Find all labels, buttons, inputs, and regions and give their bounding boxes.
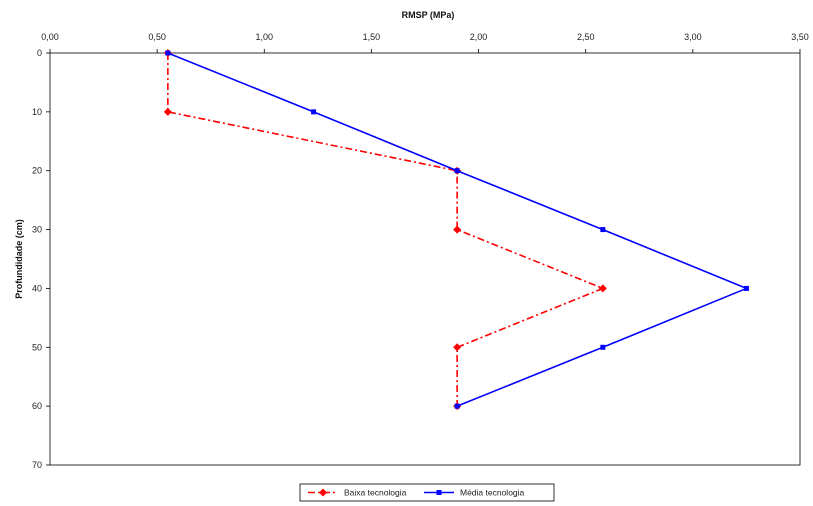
series-baixa-tecnologia xyxy=(163,49,607,411)
x-tick-label: 1,50 xyxy=(363,32,381,42)
data-point xyxy=(453,343,462,352)
series-layer xyxy=(163,49,749,411)
y-axis-title: Profundidade (cm) xyxy=(14,219,24,299)
data-point xyxy=(311,109,317,115)
legend: Baixa tecnologia Média tecnologia xyxy=(299,483,555,502)
legend-item: Baixa tecnologia xyxy=(308,488,407,498)
x-tick-label: 3,50 xyxy=(791,32,809,42)
data-point xyxy=(165,50,171,56)
x-tick-label: 1,00 xyxy=(256,32,274,42)
x-tick-label: 0,00 xyxy=(41,32,59,42)
y-tick-label: 20 xyxy=(32,166,42,176)
data-point xyxy=(743,285,749,291)
data-point xyxy=(454,168,460,174)
data-point xyxy=(598,284,607,293)
series-media-tecnologia xyxy=(165,50,749,409)
y-tick-label: 70 xyxy=(32,460,42,470)
x-tick-label: 2,00 xyxy=(470,32,488,42)
data-point xyxy=(454,403,460,409)
legend-label: Média tecnologia xyxy=(460,488,525,498)
y-tick-label: 10 xyxy=(32,107,42,117)
data-point xyxy=(600,227,606,233)
x-tick-label: 0,50 xyxy=(148,32,166,42)
y-tick-label: 30 xyxy=(32,225,42,235)
legend-item: Média tecnologia xyxy=(424,488,525,498)
legend-swatch-marker xyxy=(436,490,442,495)
x-tick-label: 2,50 xyxy=(577,32,595,42)
x-tick-label: 3,00 xyxy=(684,32,702,42)
y-tick-label: 40 xyxy=(32,283,42,293)
x-axis-title: RMSP (MPa) xyxy=(402,10,455,20)
data-point xyxy=(163,107,172,116)
plot-area xyxy=(49,52,801,466)
data-point xyxy=(600,344,606,350)
y-tick-label: 50 xyxy=(32,342,42,352)
y-axis-ticks: 0 10 20 30 40 50 60 70 xyxy=(32,48,50,470)
y-tick-label: 0 xyxy=(37,48,42,58)
legend-swatch-marker xyxy=(319,488,327,497)
x-axis-ticks: 0,00 0,50 1,00 1,50 2,00 2,50 3,00 3,50 xyxy=(41,32,809,53)
legend-label: Baixa tecnologia xyxy=(344,488,407,498)
y-tick-label: 60 xyxy=(32,401,42,411)
series-line xyxy=(167,53,605,407)
data-point xyxy=(453,225,462,234)
